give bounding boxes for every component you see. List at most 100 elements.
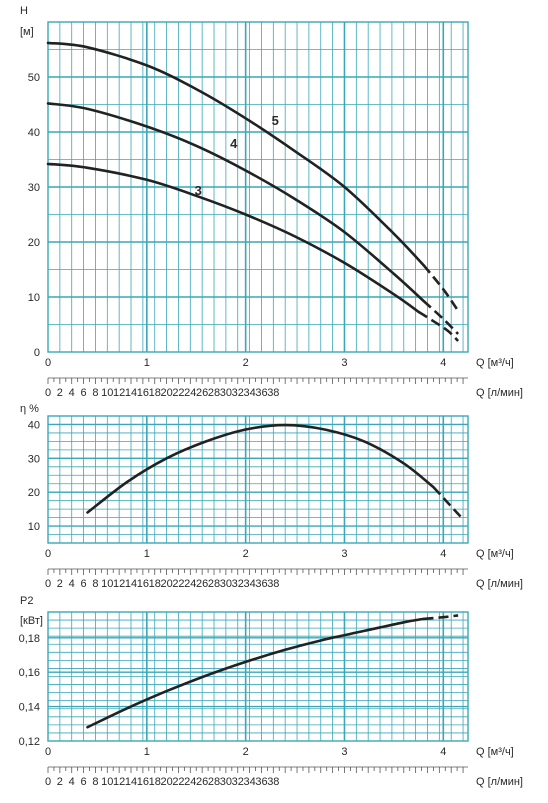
x-tick-label-lmin: 6 <box>81 387 87 399</box>
x-tick-label-lmin: 22 <box>172 387 184 399</box>
x-tick-label-lmin: 4 <box>69 578 75 590</box>
x-tick-label-lmin: 32 <box>232 578 244 590</box>
x-axis-label-m3h: Q [м³/ч] <box>476 548 514 560</box>
x-tick-label-lmin: 26 <box>196 776 208 788</box>
x-tick-label-lmin: 8 <box>92 776 98 788</box>
y-tick-label: 10 <box>28 521 40 533</box>
x-tick-label-m3h: 2 <box>243 548 249 560</box>
x-tick-label-m3h: 1 <box>144 746 150 758</box>
x-tick-label-lmin: 2 <box>57 776 63 788</box>
x-tick-label-lmin: 36 <box>255 387 267 399</box>
x-tick-label-m3h: 1 <box>144 357 150 369</box>
x-tick-label-lmin: 26 <box>196 387 208 399</box>
series-3-curve <box>46 162 420 314</box>
x-tick-label-m3h: 4 <box>440 357 446 369</box>
x-tick-label-m3h: 0 <box>45 746 51 758</box>
plot-frame <box>47 415 469 544</box>
x-tick-label-lmin: 32 <box>232 776 244 788</box>
x-axis-label-lmin: Q [л/мин] <box>476 578 523 590</box>
y-axis-label: η % <box>20 403 39 415</box>
x-tick-label-m3h: 4 <box>440 746 446 758</box>
x-tick-label-lmin: 24 <box>184 776 196 788</box>
y-tick-label: 0,14 <box>19 702 40 714</box>
x-tick-label-lmin: 20 <box>160 578 172 590</box>
x-tick-label-lmin: 12 <box>113 387 125 399</box>
x-tick-label-lmin: 14 <box>125 387 137 399</box>
x-axis-label-lmin: Q [л/мин] <box>476 776 523 788</box>
x-axis-label-m3h: Q [м³/ч] <box>476 357 514 369</box>
x-tick-label-lmin: 38 <box>267 776 279 788</box>
x-tick-label-lmin: 30 <box>220 776 232 788</box>
x-tick-label-m3h: 1 <box>144 548 150 560</box>
x-tick-label-lmin: 12 <box>113 578 125 590</box>
x-axis-label-m3h: Q [м³/ч] <box>476 746 514 758</box>
series-label-3: 3 <box>195 183 202 198</box>
x-tick-label-m3h: 3 <box>341 357 347 369</box>
y-tick-label: 0,16 <box>19 667 40 679</box>
series-label-5: 5 <box>272 113 279 128</box>
x-tick-label-lmin: 16 <box>137 776 149 788</box>
series-3-curve-dashed <box>417 310 460 342</box>
x-tick-label-lmin: 8 <box>92 578 98 590</box>
x-tick-label-lmin: 10 <box>101 776 113 788</box>
x-tick-label-lmin: 10 <box>101 387 113 399</box>
y-tick-label: 40 <box>28 127 40 139</box>
x-tick-label-lmin: 34 <box>243 387 255 399</box>
y-axis-label: H <box>20 5 28 17</box>
y-tick-label: 0,12 <box>19 736 40 748</box>
x-tick-label-lmin: 20 <box>160 387 172 399</box>
x-tick-label-lmin: 38 <box>267 578 279 590</box>
x-tick-label-lmin: 38 <box>267 387 279 399</box>
series-5-curve <box>46 41 425 267</box>
x-tick-label-m3h: 4 <box>440 548 446 560</box>
y-tick-label: 20 <box>28 487 40 499</box>
x-tick-label-lmin: 2 <box>57 387 63 399</box>
series-5-curve-dashed <box>422 264 460 312</box>
y-axis-label: [м] <box>20 26 34 38</box>
x-tick-label-lmin: 0 <box>45 387 51 399</box>
y-tick-label: 0 <box>34 347 40 359</box>
x-tick-label-lmin: 34 <box>243 578 255 590</box>
x-tick-label-lmin: 14 <box>125 578 137 590</box>
x-tick-label-m3h: 0 <box>45 357 51 369</box>
x-tick-label-lmin: 18 <box>149 387 161 399</box>
x-tick-label-lmin: 28 <box>208 776 220 788</box>
x-tick-label-lmin: 22 <box>172 776 184 788</box>
curves-layer <box>46 41 465 729</box>
x-tick-label-lmin: 6 <box>81 776 87 788</box>
x-tick-label-lmin: 12 <box>113 776 125 788</box>
y-tick-label: 30 <box>28 182 40 194</box>
series-label-4: 4 <box>230 136 238 151</box>
y-tick-label: 20 <box>28 237 40 249</box>
x-tick-label-lmin: 18 <box>149 776 161 788</box>
x-tick-label-m3h: 3 <box>341 746 347 758</box>
x-axis-label-lmin: Q [л/мин] <box>476 387 523 399</box>
x-tick-label-m3h: 2 <box>243 746 249 758</box>
x-tick-label-lmin: 6 <box>81 578 87 590</box>
y-axis-label: P2 <box>20 595 33 607</box>
series-p2-curve <box>86 617 425 729</box>
x-tick-label-lmin: 28 <box>208 387 220 399</box>
x-tick-label-lmin: 4 <box>69 776 75 788</box>
x-tick-label-lmin: 36 <box>255 578 267 590</box>
x-tick-label-lmin: 0 <box>45 578 51 590</box>
x-tick-label-lmin: 24 <box>184 387 196 399</box>
y-tick-label: 0,18 <box>19 633 40 645</box>
x-tick-label-lmin: 30 <box>220 387 232 399</box>
x-tick-label-lmin: 32 <box>232 387 244 399</box>
x-tick-label-lmin: 24 <box>184 578 196 590</box>
x-tick-label-lmin: 26 <box>196 578 208 590</box>
y-axis-label: [кВт] <box>20 615 43 627</box>
x-tick-label-lmin: 2 <box>57 578 63 590</box>
y-tick-label: 10 <box>28 292 40 304</box>
x-tick-label-m3h: 2 <box>243 357 249 369</box>
x-tick-label-lmin: 16 <box>137 578 149 590</box>
series--curve <box>86 423 435 514</box>
x-tick-label-lmin: 8 <box>92 387 98 399</box>
x-tick-label-lmin: 20 <box>160 776 172 788</box>
y-tick-label: 40 <box>28 419 40 431</box>
y-tick-label: 30 <box>28 453 40 465</box>
x-tick-label-lmin: 10 <box>101 578 113 590</box>
